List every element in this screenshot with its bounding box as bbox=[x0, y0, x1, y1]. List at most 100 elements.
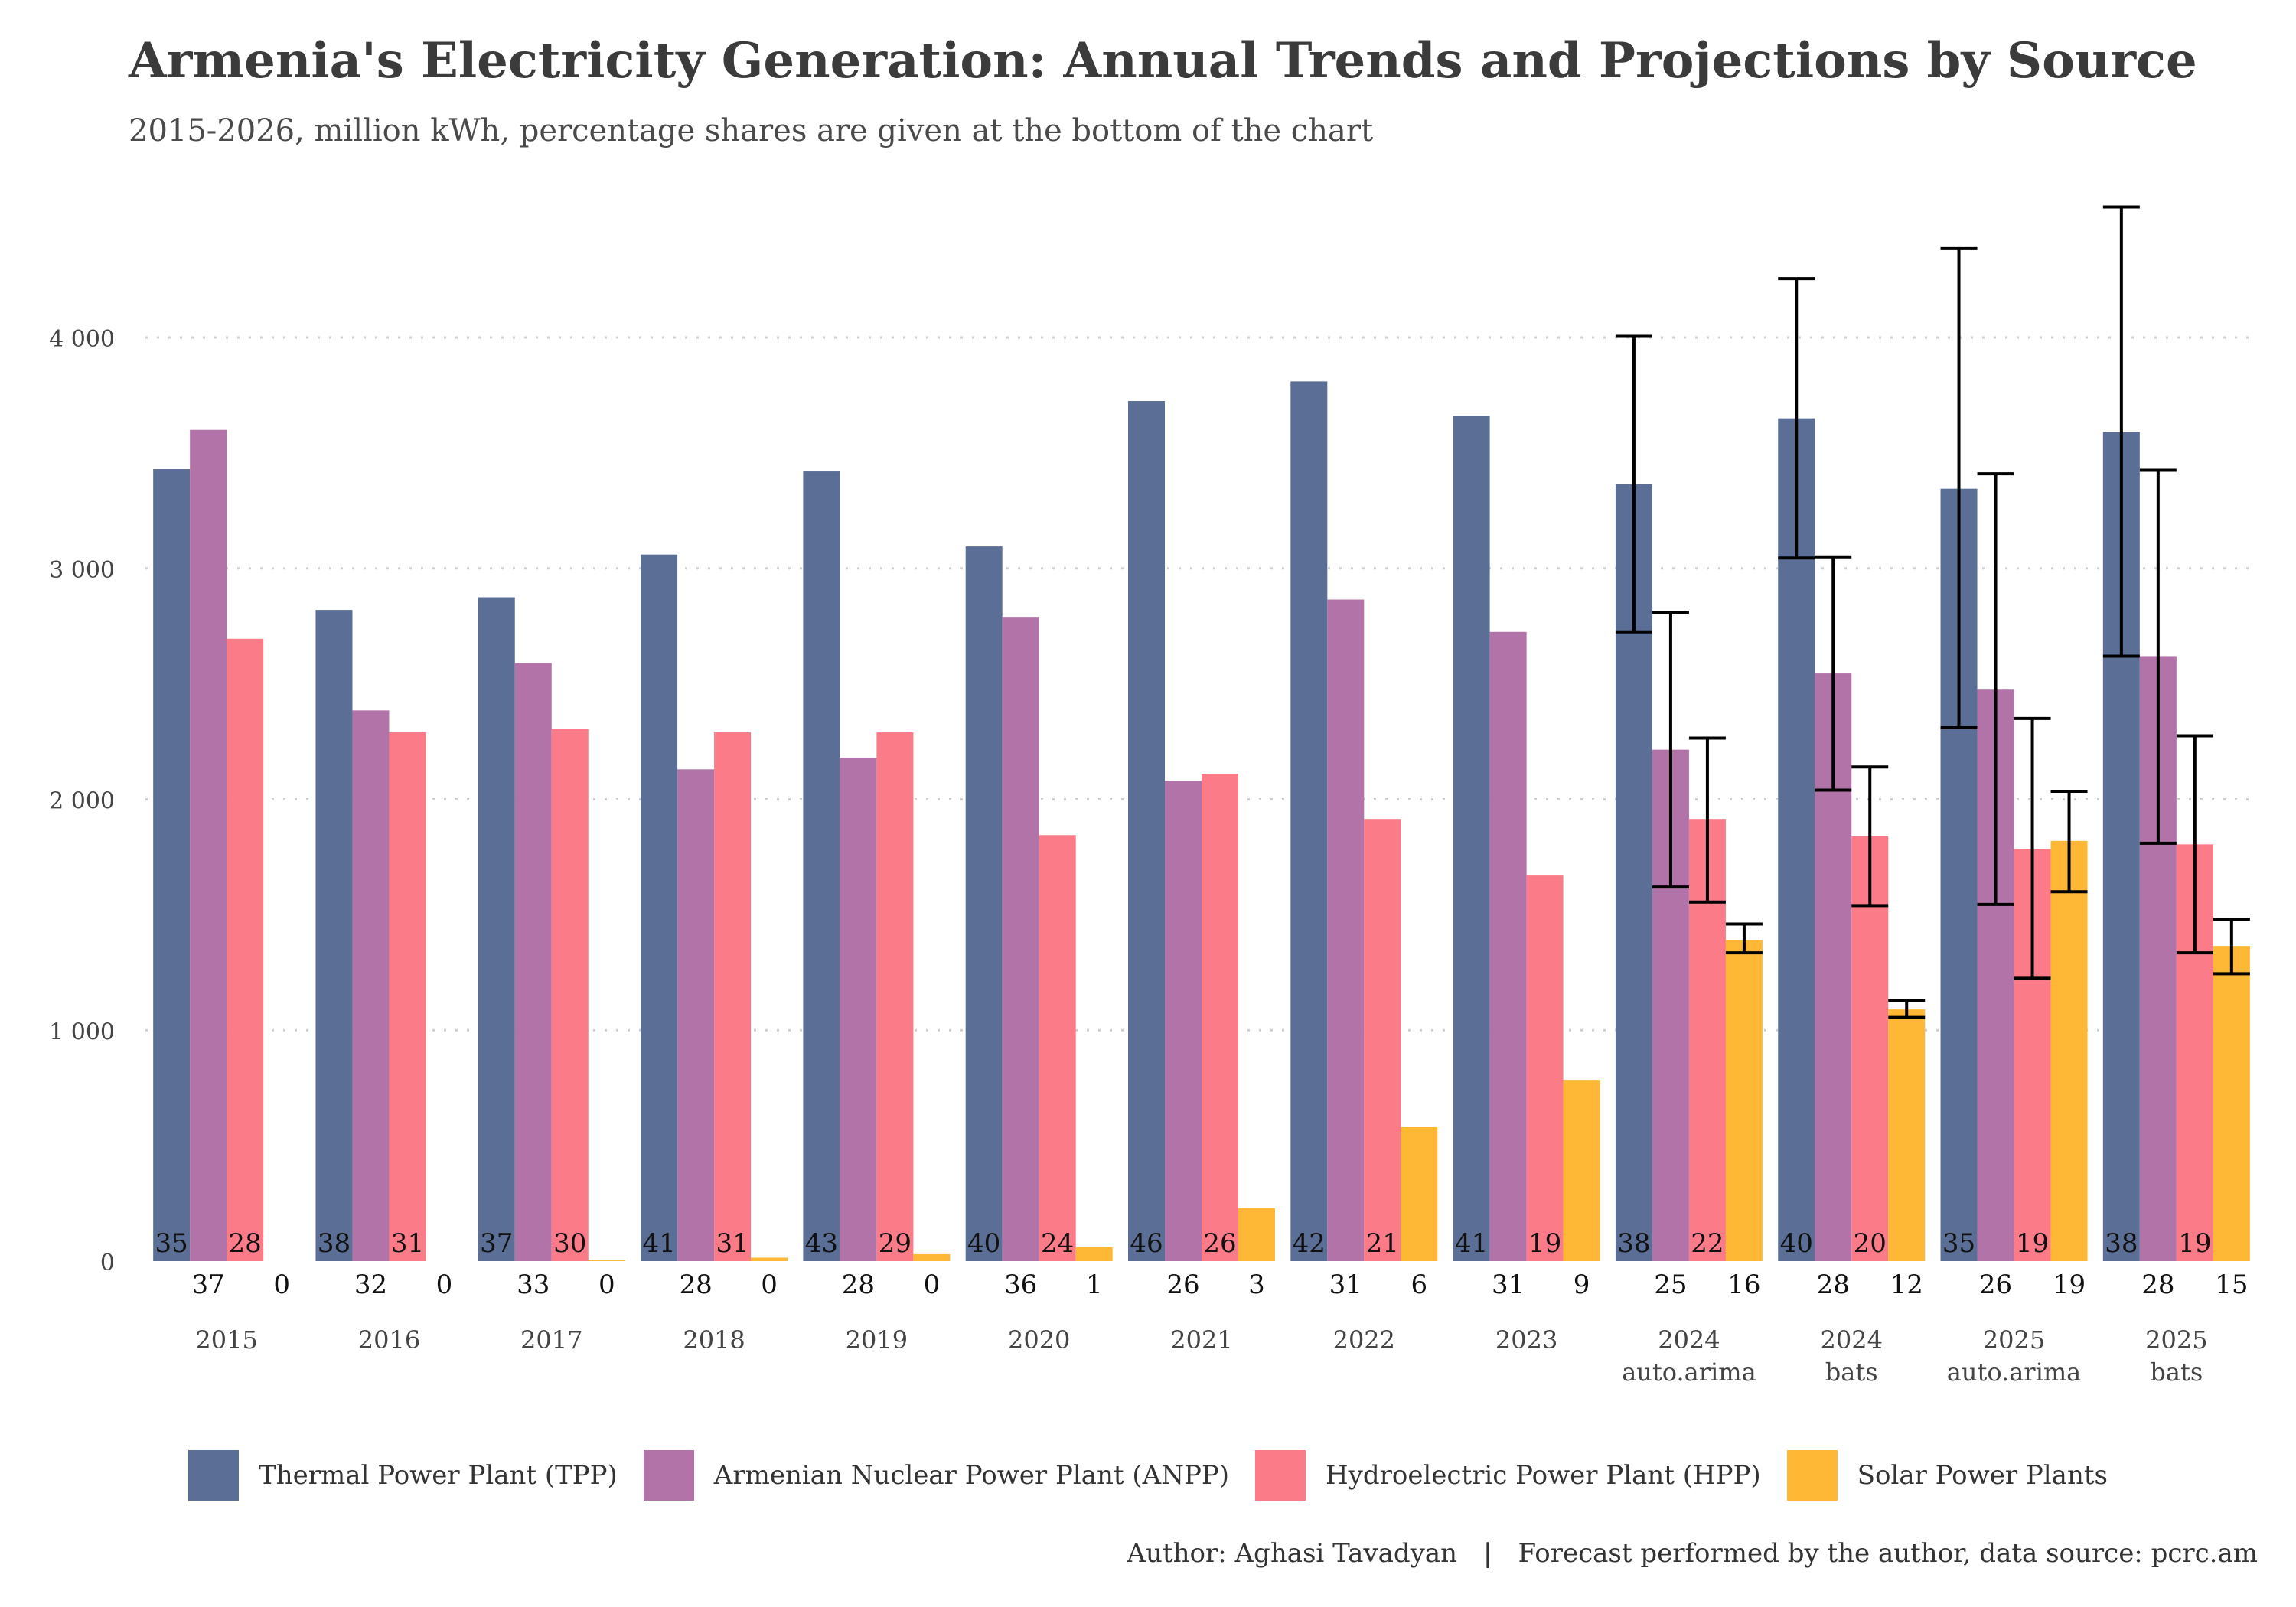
bar bbox=[1002, 617, 1039, 1261]
share-label: 28 bbox=[2141, 1270, 2174, 1300]
share-label: 22 bbox=[1691, 1228, 1724, 1259]
bar bbox=[1128, 401, 1165, 1261]
bar bbox=[551, 729, 589, 1261]
bar bbox=[2213, 946, 2250, 1261]
share-label: 46 bbox=[1130, 1228, 1163, 1259]
bar bbox=[641, 554, 678, 1261]
x-tick-label: 2020 bbox=[1008, 1325, 1070, 1354]
legend-swatch-solar bbox=[1786, 1450, 1838, 1501]
bar bbox=[1725, 940, 1763, 1261]
legend-swatch-anpp bbox=[643, 1450, 694, 1501]
share-label: 31 bbox=[716, 1228, 748, 1259]
share-label: 16 bbox=[1727, 1270, 1760, 1300]
bar bbox=[1453, 416, 1490, 1261]
x-tick-label: 2019 bbox=[846, 1325, 908, 1354]
share-label: 26 bbox=[1166, 1270, 1199, 1300]
bar bbox=[227, 638, 264, 1261]
bar bbox=[315, 610, 353, 1261]
bar bbox=[1563, 1080, 1600, 1261]
share-label: 20 bbox=[1854, 1228, 1887, 1259]
bar bbox=[840, 758, 877, 1261]
x-tick-label-line: 2020 bbox=[1008, 1325, 1070, 1354]
share-label: 24 bbox=[1041, 1228, 1074, 1259]
share-labels: 3537280383231037333004128310432829040362… bbox=[155, 1228, 2249, 1300]
y-tick-label: 4 000 bbox=[49, 326, 115, 353]
x-tick-label-line: 2017 bbox=[520, 1325, 582, 1354]
x-tick-label: 2016 bbox=[358, 1325, 420, 1354]
legend-label-hpp: Hydroelectric Power Plant (HPP) bbox=[1325, 1460, 1761, 1491]
x-tick-label-line: 2019 bbox=[846, 1325, 908, 1354]
x-tick-label-line: auto.arima bbox=[1622, 1358, 1756, 1387]
share-label: 42 bbox=[1293, 1228, 1326, 1259]
legend-swatch-hpp bbox=[1254, 1450, 1306, 1501]
bar bbox=[1238, 1208, 1275, 1261]
bar bbox=[389, 732, 426, 1261]
share-label: 35 bbox=[155, 1228, 188, 1259]
bar bbox=[1075, 1247, 1113, 1261]
share-label: 0 bbox=[598, 1270, 615, 1300]
share-label: 25 bbox=[1654, 1270, 1687, 1300]
x-axis: 2015 2016 2017 2018 2019 2020 2021 2022 2023 2024… bbox=[195, 1325, 2207, 1387]
legend-label-anpp: Armenian Nuclear Power Plant (ANPP) bbox=[713, 1460, 1229, 1491]
legend-label-tpp: Thermal Power Plant (TPP) bbox=[259, 1460, 618, 1491]
x-tick-label-line: 2024 bbox=[1821, 1325, 1883, 1354]
x-tick-label: 2022 bbox=[1333, 1325, 1395, 1354]
x-tick-label: 2021 bbox=[1170, 1325, 1232, 1354]
x-tick-label-line: auto.arima bbox=[1947, 1358, 2081, 1387]
x-tick-label-line: 2025 bbox=[2145, 1325, 2207, 1354]
share-label: 38 bbox=[2105, 1228, 2138, 1259]
share-label: 28 bbox=[229, 1228, 262, 1259]
bar bbox=[677, 769, 715, 1261]
y-tick-label: 0 bbox=[100, 1250, 115, 1276]
x-tick-label: 2018 bbox=[683, 1325, 745, 1354]
bar bbox=[1202, 774, 1238, 1261]
x-tick-label-line: bats bbox=[1825, 1358, 1878, 1387]
share-label: 38 bbox=[1617, 1228, 1650, 1259]
x-tick-label: 2024 bats bbox=[1821, 1325, 1883, 1387]
share-label: 37 bbox=[192, 1270, 225, 1300]
share-label: 28 bbox=[679, 1270, 712, 1300]
bar bbox=[965, 546, 1003, 1261]
x-tick-label-line: 2025 bbox=[1983, 1325, 2045, 1354]
x-tick-label: 2025 bats bbox=[2145, 1325, 2207, 1387]
x-tick-label-line: 2016 bbox=[358, 1325, 420, 1354]
share-label: 19 bbox=[1528, 1228, 1561, 1259]
bars bbox=[153, 381, 2250, 1262]
share-label: 0 bbox=[761, 1270, 778, 1300]
share-label: 31 bbox=[1492, 1270, 1525, 1300]
share-label: 28 bbox=[842, 1270, 875, 1300]
share-label: 9 bbox=[1574, 1270, 1590, 1300]
bar bbox=[876, 732, 914, 1261]
caption-author: Author: Aghasi Tavadyan bbox=[1127, 1538, 1458, 1569]
bar bbox=[751, 1257, 788, 1261]
share-label: 43 bbox=[805, 1228, 838, 1259]
share-label: 35 bbox=[1942, 1228, 1975, 1259]
chart-subtitle: 2015-2026, million kWh, percentage share… bbox=[129, 113, 1374, 148]
bar bbox=[1290, 381, 1328, 1261]
y-tick-label: 2 000 bbox=[49, 788, 115, 815]
bar bbox=[153, 469, 191, 1261]
bar bbox=[1364, 819, 1401, 1261]
share-label: 37 bbox=[480, 1228, 513, 1259]
x-tick-label-line: 2024 bbox=[1658, 1325, 1720, 1354]
chart-title: Armenia's Electricity Generation: Annual… bbox=[129, 32, 2197, 90]
share-label: 0 bbox=[273, 1270, 290, 1300]
bar bbox=[803, 471, 840, 1261]
caption: Author: Aghasi Tavadyan | Forecast perform… bbox=[1127, 1538, 2258, 1569]
legend-item-solar: Solar Power Plants bbox=[1786, 1450, 2108, 1501]
share-label: 19 bbox=[2016, 1228, 2049, 1259]
caption-separator: | bbox=[1483, 1538, 1492, 1569]
x-tick-label: 2015 bbox=[195, 1325, 257, 1354]
share-label: 40 bbox=[1780, 1228, 1813, 1259]
x-tick-label-line: 2023 bbox=[1495, 1325, 1557, 1354]
x-tick-label: 2025 auto.arima bbox=[1947, 1325, 2081, 1387]
share-label: 29 bbox=[879, 1228, 912, 1259]
bar bbox=[1327, 599, 1365, 1261]
share-label: 26 bbox=[1979, 1270, 2012, 1300]
bar bbox=[1039, 835, 1076, 1261]
x-tick-label: 2024 auto.arima bbox=[1622, 1325, 1756, 1387]
x-tick-label: 2017 bbox=[520, 1325, 582, 1354]
share-label: 0 bbox=[436, 1270, 453, 1300]
share-label: 21 bbox=[1366, 1228, 1399, 1259]
